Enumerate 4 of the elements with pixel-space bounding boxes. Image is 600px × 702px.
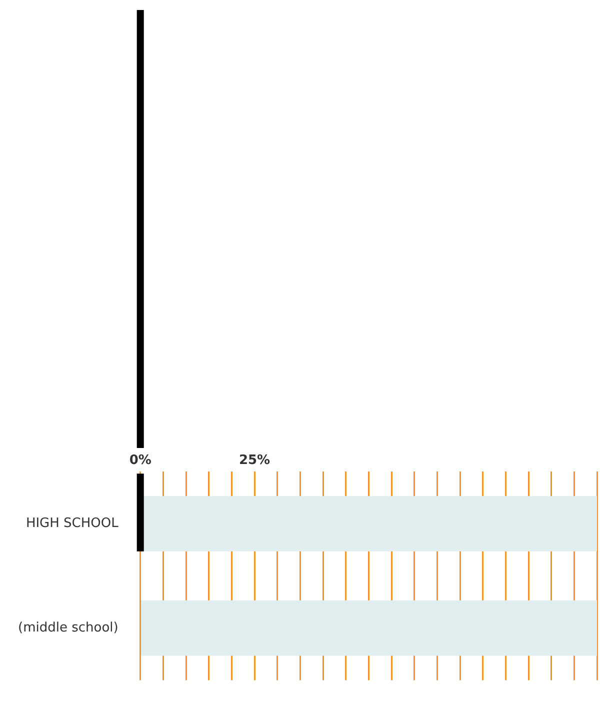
x-tick-label: 0% xyxy=(129,453,152,468)
x-tick-label: 25% xyxy=(238,453,270,468)
y-tick-label: HIGH SCHOOL xyxy=(26,516,120,532)
y-tick-label: (middle school) xyxy=(18,620,118,636)
